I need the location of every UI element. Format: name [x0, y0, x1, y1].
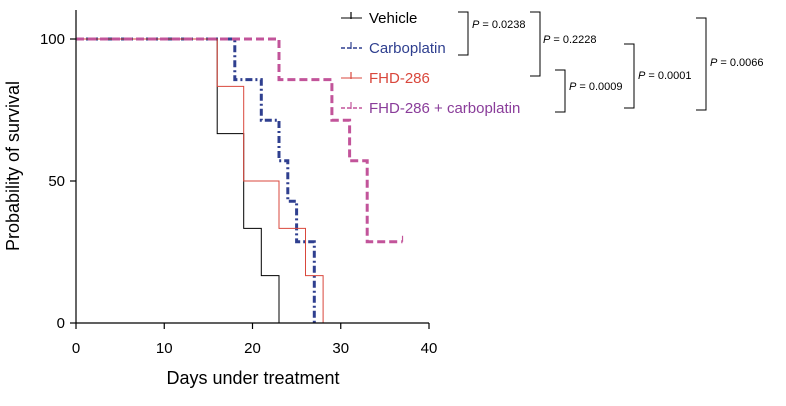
legend-label-vehicle: Vehicle [369, 10, 417, 27]
p-value-label-3: P = 0.0009 [569, 81, 623, 93]
legend-label-fhd-286-carboplatin: FHD-286 + carboplatin [369, 100, 520, 117]
x-tick-label-10: 10 [156, 340, 173, 357]
p-value-label-4: P = 0.0001 [638, 70, 692, 82]
p-bracket-3 [555, 69, 566, 113]
y-axis-label: Probability of survival [3, 81, 23, 251]
series-layer [76, 37, 404, 323]
series-line-fhd-286 [76, 38, 324, 323]
series-line-carboplatin [76, 37, 316, 323]
x-tick-label-30: 30 [332, 340, 349, 357]
x-tick-label-0: 0 [72, 340, 80, 357]
y-tick-label-100: 100 [40, 31, 65, 48]
p-bracket-4 [624, 43, 635, 109]
series-line-fhd-286-carboplatin [76, 37, 403, 244]
y-tick-label-50: 50 [48, 173, 65, 190]
x-tick-label-20: 20 [244, 340, 261, 357]
p-bracket-1 [458, 11, 469, 56]
x-tick-label-40: 40 [421, 340, 438, 357]
p-bracket-2 [530, 11, 541, 77]
y-tick-label-0: 0 [57, 315, 65, 332]
legend-label-fhd-286: FHD-286 [369, 70, 430, 87]
p-bracket-5 [696, 17, 707, 111]
x-axis-label: Days under treatment [166, 368, 339, 388]
ticks-layer: 0 10 20 30 40 0 50 100 [40, 31, 437, 357]
p-value-label-2: P = 0.2228 [543, 34, 597, 46]
legend-label-carboplatin: Carboplatin [369, 40, 446, 57]
legend: Vehicle Carboplatin FHD-286 FHD-286 + carbo… [341, 10, 520, 117]
p-value-brackets: P = 0.0238 P = 0.2228 P = 0.0009 P = 0.0001… [458, 11, 764, 113]
p-value-label-5: P = 0.0066 [710, 57, 764, 69]
p-value-label-1: P = 0.0238 [472, 19, 526, 31]
